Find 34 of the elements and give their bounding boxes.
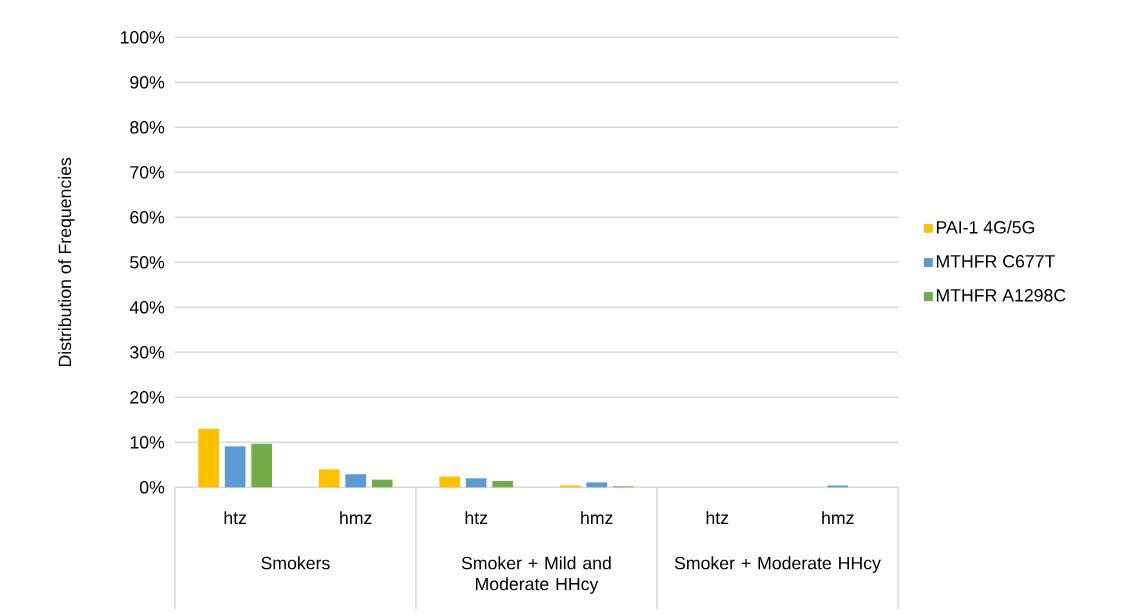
y-tick-label: 20% [130, 391, 165, 404]
legend-label: PAI-1 4G/5G [936, 220, 1035, 234]
y-tick-label: 40% [129, 301, 165, 314]
bar [198, 428, 219, 488]
y-tick-label: 60% [130, 211, 165, 224]
bar [492, 481, 514, 488]
y-tick-label: 50% [130, 256, 165, 269]
bar [224, 446, 246, 488]
text: Smoker + Mild and Moderate HHcy [461, 556, 611, 594]
x-tick-label: hmz [340, 511, 372, 524]
legend-label: MTHFR C677T [936, 255, 1055, 268]
bar [251, 443, 272, 488]
legend-label: MTHFR A1298C [936, 289, 1066, 302]
x-tick-label: htz [706, 511, 729, 525]
x-tick-label: hmz [822, 511, 854, 524]
text: Smoker + Moderate HHcy [674, 556, 881, 573]
bar [465, 478, 487, 488]
y-axis-title: Distribution of Frequencies [58, 157, 75, 367]
y-tick-label: 0% [139, 481, 165, 494]
bar [586, 482, 608, 488]
y-tick-label: 80% [130, 121, 165, 134]
y-tick-label: 90% [130, 76, 165, 89]
x-tick-label: hmz [581, 511, 613, 524]
y-tick-label: 10% [130, 436, 165, 449]
x-tick-label: htz [224, 511, 247, 525]
y-tick-label: 100% [120, 31, 165, 44]
bar [371, 479, 393, 488]
bar [318, 469, 340, 488]
bar [345, 474, 366, 488]
text: Smokers [261, 556, 330, 570]
bar [439, 476, 460, 488]
y-tick-label: 30% [130, 346, 165, 359]
x-tick-label: htz [465, 511, 488, 525]
y-tick-label: 70% [130, 166, 165, 179]
